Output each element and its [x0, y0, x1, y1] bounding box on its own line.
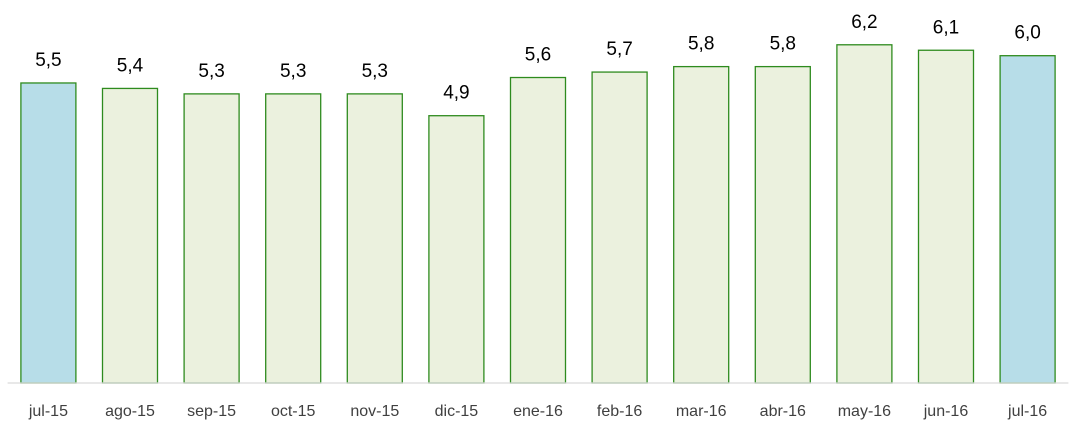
value-label: 5,8: [688, 34, 714, 55]
x-tick-label: oct-15: [271, 403, 316, 420]
bar: [999, 55, 1056, 384]
value-label: 6,1: [933, 17, 959, 38]
bar: [265, 93, 322, 384]
x-tick-label: jun-16: [923, 403, 969, 420]
bar: [591, 71, 648, 384]
bar: [836, 44, 893, 384]
bar: [673, 65, 730, 384]
value-label: 5,6: [525, 45, 551, 66]
value-label: 4,9: [443, 83, 469, 104]
x-tick-label: mar-16: [676, 403, 727, 420]
x-tick-label: jul-15: [28, 403, 68, 420]
bar: [101, 87, 159, 384]
value-label: 5,8: [770, 34, 796, 55]
x-tick-label: dic-15: [435, 403, 479, 420]
bar: [917, 49, 975, 384]
value-label: 6,0: [1014, 23, 1040, 44]
x-tick-label: ago-15: [105, 403, 155, 420]
bar: [346, 93, 403, 384]
value-label: 6,2: [851, 12, 877, 33]
value-label: 5,3: [362, 61, 388, 82]
value-label: 5,4: [117, 55, 144, 76]
x-tick-label: ene-16: [513, 403, 563, 420]
x-tick-label: sep-15: [187, 403, 236, 420]
value-label: 5,3: [198, 61, 224, 82]
x-tick-label: may-16: [838, 403, 891, 420]
bar: [509, 76, 567, 384]
x-tick-label: jul-16: [1007, 403, 1047, 420]
bar: [183, 93, 240, 384]
x-tick-label: nov-15: [350, 403, 399, 420]
x-tick-label: feb-16: [597, 403, 642, 420]
value-label: 5,7: [606, 39, 632, 60]
value-label: 5,3: [280, 61, 306, 82]
bar: [20, 82, 77, 384]
value-label: 5,5: [35, 50, 61, 71]
x-tick-label: abr-16: [760, 403, 806, 420]
bar: [754, 65, 811, 384]
bar: [428, 115, 485, 384]
